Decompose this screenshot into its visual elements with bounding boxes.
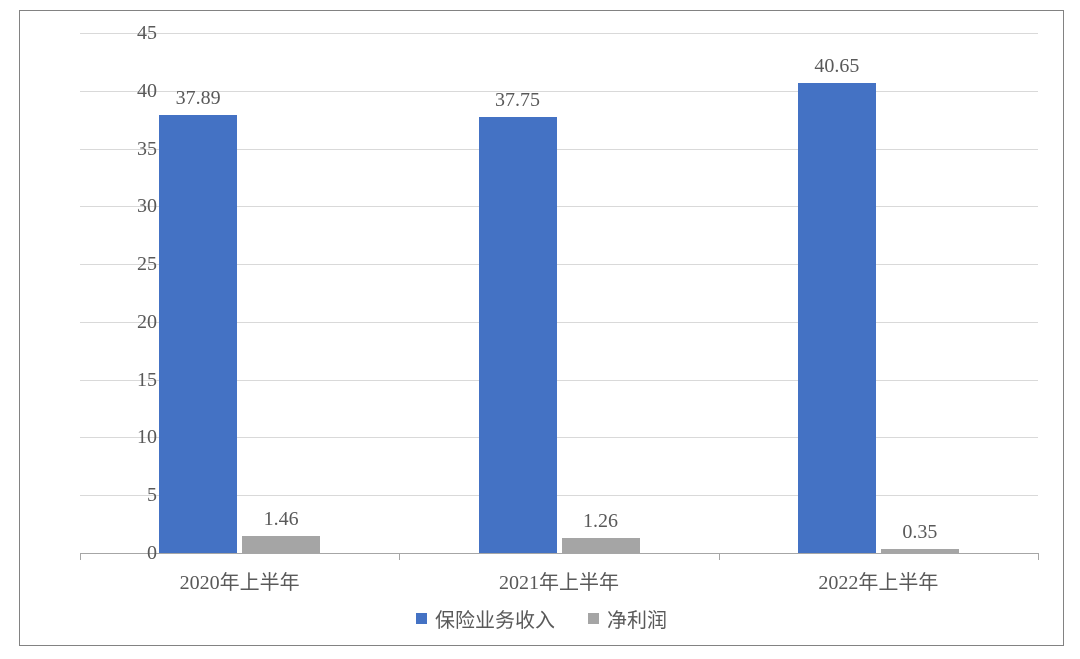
legend-label-series-1: 净利润 — [607, 604, 667, 633]
x-category-label: 2022年上半年 — [778, 566, 978, 595]
bar-value-label: 37.89 — [176, 87, 221, 110]
gridline — [80, 33, 1038, 34]
x-tick-mark — [80, 553, 81, 560]
x-category-label: 2021年上半年 — [459, 566, 659, 595]
legend-item-series-1: 净利润 — [588, 604, 667, 633]
y-tick-label: 40 — [117, 81, 157, 101]
legend-label-series-0: 保险业务收入 — [435, 604, 555, 633]
bar-series-1 — [881, 549, 959, 553]
y-tick-label: 5 — [117, 485, 157, 505]
x-category-label: 2020年上半年 — [140, 566, 340, 595]
legend-swatch-series-1 — [588, 613, 599, 624]
legend: 保险业务收入 净利润 — [20, 604, 1063, 633]
bar-series-1 — [242, 536, 320, 553]
y-tick-label: 35 — [117, 139, 157, 159]
bar-series-0 — [159, 115, 237, 553]
x-tick-mark — [719, 553, 720, 560]
legend-swatch-series-0 — [416, 613, 427, 624]
bar-series-0 — [479, 117, 557, 553]
x-tick-mark — [1038, 553, 1039, 560]
bar-series-0 — [798, 83, 876, 553]
gridline — [80, 91, 1038, 92]
y-tick-label: 10 — [117, 427, 157, 447]
y-tick-label: 30 — [117, 196, 157, 216]
y-tick-label: 20 — [117, 312, 157, 332]
plot-area: 37.89 1.46 37.75 1.26 40.65 0.35 — [80, 33, 1038, 553]
bar-value-label: 1.26 — [583, 510, 618, 533]
y-tick-label: 0 — [117, 543, 157, 563]
y-tick-label: 25 — [117, 254, 157, 274]
bar-series-1 — [562, 538, 640, 553]
bar-value-label: 1.46 — [264, 508, 299, 531]
x-tick-mark — [399, 553, 400, 560]
y-tick-label: 45 — [117, 23, 157, 43]
chart-frame: 37.89 1.46 37.75 1.26 40.65 0.35 保险业务收入 净利润 0… — [19, 10, 1064, 646]
bar-value-label: 40.65 — [814, 55, 859, 78]
y-tick-label: 15 — [117, 370, 157, 390]
bar-value-label: 37.75 — [495, 89, 540, 112]
legend-item-series-0: 保险业务收入 — [416, 604, 555, 633]
gridline — [80, 553, 1038, 554]
bar-value-label: 0.35 — [902, 521, 937, 544]
